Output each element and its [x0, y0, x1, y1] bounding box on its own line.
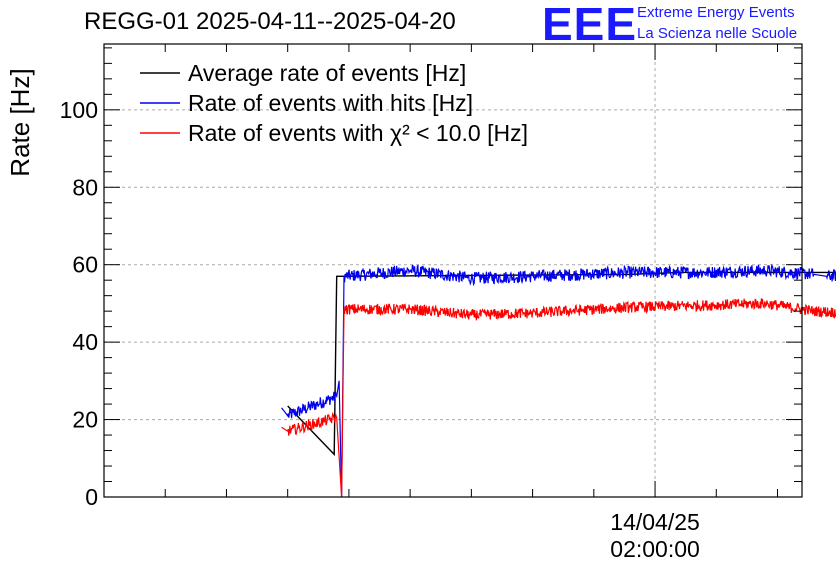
y-tick-label: 100 — [60, 97, 98, 123]
x-tick-label-date: 14/04/25 — [610, 509, 700, 535]
y-tick-label: 80 — [72, 174, 98, 200]
y-tick-label: 0 — [85, 484, 98, 510]
legend-entry-1: Average rate of events [Hz] — [188, 60, 466, 86]
x-tick-label-time: 02:00:00 — [610, 536, 700, 562]
y-tick-label: 20 — [72, 407, 98, 433]
eee-logo-line2: La Scienza nelle Scuole — [637, 25, 798, 42]
plot-frame — [103, 43, 803, 498]
eee-logo-letters: EEE — [542, 0, 638, 50]
y-tick-label: 60 — [72, 252, 98, 278]
eee-logo-line1: Extreme Energy Events — [637, 4, 795, 21]
legend-entry-2: Rate of events with hits [Hz] — [188, 90, 473, 116]
y-axis-label: Rate [Hz] — [5, 68, 35, 176]
y-tick-label: 40 — [72, 329, 98, 355]
series-line-2 — [281, 263, 836, 498]
chart-title: REGG-01 2025-04-11--2025-04-20 — [84, 8, 456, 35]
eee-logo: EEE Extreme Energy Events La Scienza nel… — [542, 0, 832, 50]
series-line-3 — [281, 298, 836, 498]
legend-entry-3: Rate of events with χ² < 10.0 [Hz] — [188, 120, 528, 146]
series-line-1 — [287, 271, 836, 457]
